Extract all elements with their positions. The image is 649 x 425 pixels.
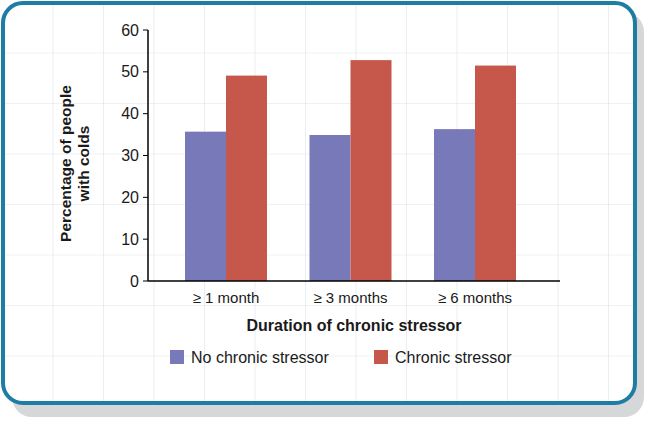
bar bbox=[226, 76, 267, 281]
bar bbox=[185, 132, 226, 281]
y-tick bbox=[143, 30, 148, 31]
y-tick-label: 30 bbox=[121, 147, 139, 164]
x-axis-label: Duration of chronic stressor bbox=[246, 317, 461, 334]
legend-label: Chronic stressor bbox=[395, 349, 512, 366]
y-tick-label: 60 bbox=[121, 22, 139, 39]
y-tick-label: 0 bbox=[130, 273, 139, 290]
y-tick-label: 40 bbox=[121, 105, 139, 122]
legend-swatch bbox=[170, 350, 184, 364]
legend-swatch bbox=[374, 350, 388, 364]
y-axis-label-line: Percentage of people bbox=[57, 85, 74, 242]
bar bbox=[351, 60, 392, 281]
y-tick-label: 20 bbox=[121, 189, 139, 206]
y-tick bbox=[143, 197, 148, 198]
bar bbox=[310, 135, 351, 281]
x-tick-label: ≥ 1 month bbox=[193, 289, 260, 306]
y-tick bbox=[143, 113, 148, 114]
frame bbox=[3, 3, 635, 403]
bars bbox=[185, 60, 516, 281]
y-tick bbox=[143, 281, 148, 282]
y-tick bbox=[143, 239, 148, 240]
y-tick-label: 50 bbox=[121, 63, 139, 80]
x-axis bbox=[148, 280, 560, 282]
x-tick-label: ≥ 3 months bbox=[313, 289, 387, 306]
chart: 0 10 20 30 40 50 60 ≥ 1 month ≥ 3 months ≥ 6 mont… bbox=[0, 0, 649, 425]
legend: No chronic stressor Chronic stressor bbox=[170, 349, 512, 366]
y-axis-label: Percentage of peoplewith colds bbox=[57, 85, 93, 242]
bar bbox=[434, 129, 475, 281]
y-tick-label: 10 bbox=[121, 231, 139, 248]
y-axis-label-line: with colds bbox=[75, 126, 92, 203]
y-tick bbox=[143, 71, 148, 72]
x-tick-label: ≥ 6 months bbox=[438, 289, 512, 306]
bar bbox=[475, 66, 516, 281]
y-tick bbox=[143, 155, 148, 156]
legend-label: No chronic stressor bbox=[191, 349, 329, 366]
